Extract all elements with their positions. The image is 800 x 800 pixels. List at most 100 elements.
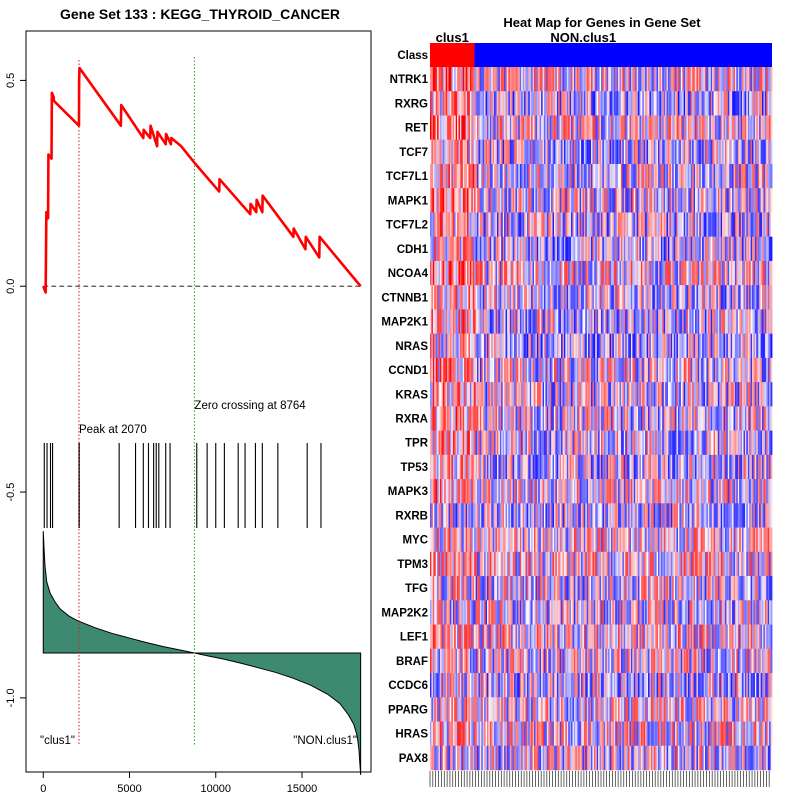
heatmap-cell: [744, 357, 747, 383]
heatmap-cell: [573, 163, 576, 189]
heatmap-cell: [687, 503, 690, 528]
heatmap-cell: [726, 236, 729, 262]
heatmap-cell: [700, 188, 703, 213]
heatmap-cell: [506, 139, 509, 165]
heatmap-cell: [602, 503, 605, 528]
heatmap-cell: [465, 551, 468, 577]
heatmap-cell: [645, 527, 647, 553]
heatmap-cell: [489, 503, 492, 528]
heatmap-cell: [477, 551, 479, 577]
heatmap-cell: [747, 430, 750, 456]
heatmap-cell: [437, 115, 439, 141]
heatmap-cell: [452, 139, 455, 165]
heatmap-cell: [630, 91, 633, 116]
heatmap-cell: [702, 188, 704, 213]
heatmap-cell: [487, 430, 489, 456]
heatmap-cell: [676, 212, 679, 237]
heatmap-cell: [526, 309, 529, 334]
heatmap-cell: [609, 163, 612, 189]
heatmap-cell: [646, 115, 649, 141]
heatmap-cell: [610, 115, 613, 141]
heatmap-cell: [736, 188, 739, 213]
heatmap-cell: [459, 163, 462, 189]
heatmap-cell: [502, 479, 505, 504]
heatmap-cell: [538, 406, 541, 431]
heatmap-cell: [521, 163, 524, 189]
heatmap-cell: [612, 479, 615, 504]
heatmap-cell: [451, 454, 454, 480]
heatmap-cell: [767, 139, 770, 165]
heatmap-cell: [585, 260, 588, 286]
heatmap-cell: [515, 115, 518, 141]
heatmap-cell: [610, 236, 613, 262]
heatmap-cell: [727, 285, 730, 310]
heatmap-cell: [670, 260, 673, 286]
heatmap-cell: [727, 357, 730, 383]
heatmap-cell: [579, 454, 582, 480]
heatmap-cell: [548, 430, 551, 456]
heatmap-cell: [764, 260, 767, 286]
heatmap-cell: [467, 67, 469, 92]
heatmap-cell: [710, 309, 713, 334]
heatmap-cell: [534, 67, 536, 92]
heatmap-cell: [479, 551, 482, 577]
heatmap-cell: [536, 503, 539, 528]
heatmap-cell: [439, 91, 442, 116]
heatmap-cell: [501, 67, 504, 92]
heatmap-cell: [451, 430, 454, 456]
heatmap-cell: [712, 67, 714, 92]
heatmap-cell: [754, 188, 757, 213]
heatmap-cell: [458, 139, 461, 165]
heatmap-cell: [494, 357, 496, 383]
heatmap-cell: [630, 357, 633, 383]
heatmap-cell: [645, 309, 647, 334]
heatmap-cell: [763, 479, 766, 504]
heatmap-cell: [448, 430, 451, 456]
heatmap-cell: [452, 479, 455, 504]
heatmap-cell: [487, 212, 489, 237]
heatmap-cell: [616, 527, 619, 553]
heatmap-cell: [488, 139, 491, 165]
heatmap-cell: [635, 527, 638, 553]
heatmap-cell: [474, 139, 477, 165]
heatmap-cell: [633, 479, 636, 504]
zero-crossing-label: Zero crossing at 8764: [194, 400, 306, 412]
heatmap-cell: [435, 91, 438, 116]
heatmap-cell: [615, 91, 618, 116]
heatmap-cell: [506, 430, 509, 456]
heatmap-cell: [556, 139, 559, 165]
heatmap-cell: [539, 357, 542, 383]
heatmap-cell: [727, 139, 730, 165]
heatmap-cell: [676, 188, 679, 213]
heatmap-cell: [452, 236, 455, 262]
heatmap-cell: [672, 139, 675, 165]
heatmap-cell: [438, 357, 441, 383]
heatmap-cell: [492, 357, 495, 383]
heatmap-cell: [549, 91, 552, 116]
heatmap-cell: [491, 406, 494, 431]
heatmap-cell: [608, 309, 610, 334]
heatmap-cell: [744, 163, 747, 189]
heatmap-cell: [558, 212, 561, 237]
heatmap-cell: [575, 454, 578, 480]
heatmap-cell: [652, 430, 655, 456]
heatmap-cell: [471, 382, 474, 407]
heatmap-cell: [724, 115, 727, 141]
heatmap-cell: [682, 406, 685, 431]
heatmap-cell: [598, 357, 600, 383]
heatmap-cell: [629, 163, 632, 189]
heatmap-cell: [586, 527, 589, 553]
heatmap-cell: [625, 527, 628, 553]
heatmap-cell: [729, 454, 732, 480]
heatmap-cell: [509, 382, 512, 407]
heatmap-cell: [642, 67, 645, 92]
heatmap-cell: [752, 503, 754, 528]
heatmap-cell: [561, 139, 563, 165]
heatmap-cell: [638, 357, 640, 383]
heatmap-cell: [743, 236, 746, 262]
heatmap-cell: [582, 454, 585, 480]
heatmap-cell: [504, 309, 506, 334]
heatmap-cell: [464, 163, 467, 189]
heatmap-cell: [451, 527, 454, 553]
heatmap-cell: [676, 357, 679, 383]
